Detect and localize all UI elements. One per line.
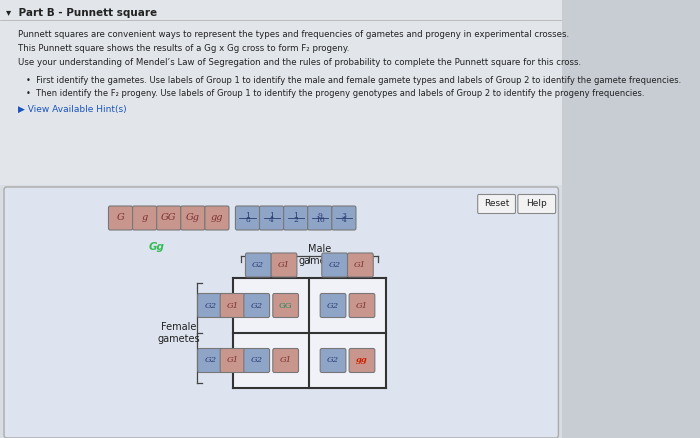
Text: gg: gg [356, 357, 368, 364]
Text: 8: 8 [245, 216, 250, 225]
Text: GG: GG [279, 301, 293, 310]
FancyBboxPatch shape [332, 206, 356, 230]
Text: G1: G1 [354, 261, 366, 269]
Text: •  First identify the gametes. Use labels of Group 1 to identify the male and fe: • First identify the gametes. Use labels… [26, 76, 681, 85]
Text: GG: GG [161, 213, 176, 223]
Text: 1: 1 [269, 212, 274, 219]
FancyBboxPatch shape [244, 293, 270, 318]
Text: Gg: Gg [148, 242, 164, 252]
Text: G2: G2 [204, 357, 216, 364]
Text: G: G [117, 213, 125, 223]
FancyBboxPatch shape [273, 349, 298, 372]
Text: G1: G1 [279, 357, 292, 364]
Text: gg: gg [211, 213, 223, 223]
FancyBboxPatch shape [349, 349, 375, 372]
Text: G1: G1 [356, 301, 368, 310]
FancyBboxPatch shape [271, 253, 297, 277]
Text: G2: G2 [204, 301, 216, 310]
FancyBboxPatch shape [273, 293, 298, 318]
Text: G2: G2 [327, 357, 339, 364]
Text: 4: 4 [269, 216, 274, 225]
FancyBboxPatch shape [0, 0, 563, 438]
Text: 4: 4 [342, 216, 346, 225]
FancyBboxPatch shape [220, 293, 246, 318]
Text: G2: G2 [327, 301, 339, 310]
FancyBboxPatch shape [308, 206, 332, 230]
FancyBboxPatch shape [0, 0, 563, 185]
Text: G2: G2 [328, 261, 341, 269]
FancyBboxPatch shape [349, 293, 375, 318]
Text: Help: Help [526, 199, 547, 208]
Text: Use your understanding of Mendel’s Law of Segregation and the rules of probabili: Use your understanding of Mendel’s Law o… [18, 58, 581, 67]
FancyBboxPatch shape [157, 206, 181, 230]
FancyBboxPatch shape [260, 206, 284, 230]
FancyBboxPatch shape [205, 206, 229, 230]
FancyBboxPatch shape [235, 206, 260, 230]
Text: 9: 9 [317, 212, 322, 219]
Text: Gg: Gg [186, 213, 199, 223]
FancyBboxPatch shape [197, 293, 223, 318]
FancyBboxPatch shape [518, 194, 556, 213]
FancyBboxPatch shape [233, 278, 386, 388]
Text: G2: G2 [251, 357, 262, 364]
Text: 1: 1 [245, 212, 250, 219]
Text: 2: 2 [293, 216, 298, 225]
Text: ▾  Part B - Punnett square: ▾ Part B - Punnett square [6, 8, 158, 18]
Text: •  Then identify the F₂ progeny. Use labels of Group 1 to identify the progeny g: • Then identify the F₂ progeny. Use labe… [26, 89, 644, 98]
FancyBboxPatch shape [220, 349, 246, 372]
FancyBboxPatch shape [320, 349, 346, 372]
Text: G1: G1 [278, 261, 290, 269]
Text: 16: 16 [315, 216, 325, 225]
FancyBboxPatch shape [284, 206, 308, 230]
FancyBboxPatch shape [322, 253, 347, 277]
Text: Male
gametes: Male gametes [298, 244, 341, 265]
FancyBboxPatch shape [4, 187, 559, 438]
Text: Punnett squares are convenient ways to represent the types and frequencies of ga: Punnett squares are convenient ways to r… [18, 30, 569, 39]
Text: Female
gametes: Female gametes [157, 322, 200, 344]
FancyBboxPatch shape [246, 253, 271, 277]
Text: Reset: Reset [484, 199, 510, 208]
FancyBboxPatch shape [347, 253, 373, 277]
Text: 3: 3 [342, 212, 346, 219]
Text: G2: G2 [252, 261, 265, 269]
FancyBboxPatch shape [132, 206, 157, 230]
Text: G2: G2 [251, 301, 262, 310]
FancyBboxPatch shape [320, 293, 346, 318]
Text: ▶ View Available Hint(s): ▶ View Available Hint(s) [18, 105, 126, 114]
Text: g: g [141, 213, 148, 223]
FancyBboxPatch shape [197, 349, 223, 372]
FancyBboxPatch shape [108, 206, 132, 230]
Text: G1: G1 [227, 301, 239, 310]
FancyBboxPatch shape [477, 194, 515, 213]
Text: G1: G1 [227, 357, 239, 364]
FancyBboxPatch shape [244, 349, 270, 372]
Text: 1: 1 [293, 212, 298, 219]
FancyBboxPatch shape [181, 206, 205, 230]
Text: This Punnett square shows the results of a Gg x Gg cross to form F₂ progeny.: This Punnett square shows the results of… [18, 44, 349, 53]
